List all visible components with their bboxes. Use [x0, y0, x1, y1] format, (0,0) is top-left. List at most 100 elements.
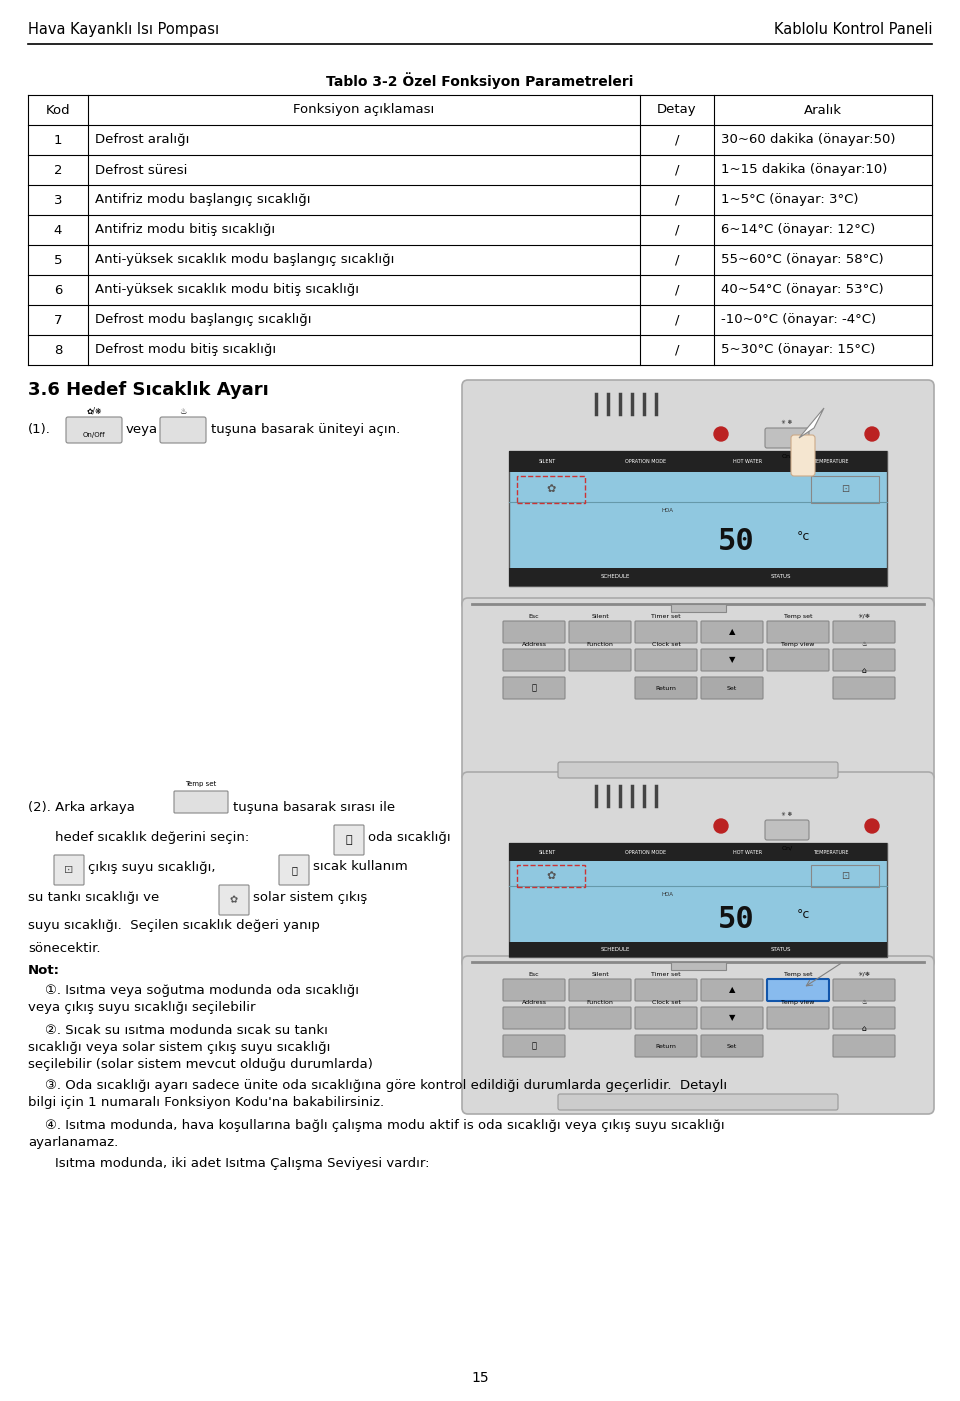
Text: Anti-yüksek sıcaklık modu başlangıç sıcaklığı: Anti-yüksek sıcaklık modu başlangıç sıca… — [95, 254, 395, 266]
Text: Aralık: Aralık — [804, 104, 842, 116]
Text: TEMPERATURE: TEMPERATURE — [812, 849, 848, 855]
Text: Fonksiyon açıklaması: Fonksiyon açıklaması — [294, 104, 435, 116]
Text: 50: 50 — [717, 905, 755, 934]
FancyBboxPatch shape — [462, 380, 934, 609]
Text: 🔒: 🔒 — [532, 684, 537, 692]
Text: 55~60°C (önayar: 58°C): 55~60°C (önayar: 58°C) — [721, 254, 883, 266]
Text: 2: 2 — [54, 164, 62, 177]
Text: Address: Address — [521, 1000, 546, 1005]
Bar — [811, 864, 879, 887]
FancyBboxPatch shape — [635, 677, 697, 699]
FancyBboxPatch shape — [558, 1094, 838, 1110]
Text: sıcak kullanım: sıcak kullanım — [313, 860, 408, 873]
Text: °c: °c — [797, 530, 810, 542]
Text: HOA: HOA — [661, 891, 674, 897]
Text: (2). Arka arkaya: (2). Arka arkaya — [28, 800, 134, 814]
Text: Timer set: Timer set — [651, 614, 681, 619]
FancyBboxPatch shape — [791, 434, 815, 476]
FancyBboxPatch shape — [767, 979, 829, 1000]
Text: SILENT: SILENT — [539, 460, 556, 464]
FancyBboxPatch shape — [558, 762, 838, 778]
Text: 8: 8 — [54, 343, 62, 356]
Text: Hava Kayanklı Isı Pompası: Hava Kayanklı Isı Pompası — [28, 22, 219, 36]
Text: ♨: ♨ — [861, 642, 867, 647]
Text: Temp set: Temp set — [783, 614, 812, 619]
Text: Clock set: Clock set — [652, 642, 681, 647]
FancyBboxPatch shape — [767, 621, 829, 643]
FancyBboxPatch shape — [701, 649, 763, 671]
Text: solar sistem çıkış: solar sistem çıkış — [253, 891, 368, 904]
FancyBboxPatch shape — [569, 1007, 631, 1028]
FancyBboxPatch shape — [569, 979, 631, 1000]
Text: STATUS: STATUS — [771, 947, 791, 953]
Text: ☼/❄: ☼/❄ — [857, 614, 871, 619]
FancyBboxPatch shape — [462, 598, 934, 782]
Text: ✿/❋: ✿/❋ — [86, 406, 102, 416]
Text: 6: 6 — [54, 283, 62, 297]
FancyBboxPatch shape — [462, 955, 934, 1114]
Text: /: / — [675, 164, 680, 177]
FancyBboxPatch shape — [462, 772, 934, 968]
Bar — [509, 843, 887, 957]
Text: SCHEDULE: SCHEDULE — [600, 574, 630, 580]
FancyBboxPatch shape — [833, 1007, 895, 1028]
Text: SILENT: SILENT — [539, 849, 556, 855]
Text: hedef sıcaklık değerini seçin:: hedef sıcaklık değerini seçin: — [55, 831, 250, 843]
Text: /: / — [675, 254, 680, 266]
FancyBboxPatch shape — [569, 649, 631, 671]
FancyBboxPatch shape — [635, 1007, 697, 1028]
Text: /: / — [675, 193, 680, 206]
Text: Antifriz modu bitiş sıcaklığı: Antifriz modu bitiş sıcaklığı — [95, 224, 276, 237]
Text: ♨: ♨ — [861, 1000, 867, 1005]
Text: Return: Return — [656, 1044, 677, 1048]
Text: /: / — [675, 283, 680, 297]
Text: ☼ ❄: ☼ ❄ — [781, 811, 793, 817]
Text: On/Off: On/Off — [83, 433, 106, 439]
Bar — [811, 476, 879, 503]
FancyBboxPatch shape — [701, 1035, 763, 1056]
Text: ⌂: ⌂ — [861, 665, 867, 675]
Text: 🔥: 🔥 — [291, 864, 297, 876]
Polygon shape — [799, 408, 824, 439]
FancyBboxPatch shape — [701, 621, 763, 643]
FancyBboxPatch shape — [701, 979, 763, 1000]
Text: ♨: ♨ — [180, 406, 187, 416]
Circle shape — [865, 820, 879, 834]
Bar — [509, 567, 887, 586]
Text: ☼ ❄: ☼ ❄ — [781, 419, 793, 425]
Text: ✿: ✿ — [230, 895, 238, 905]
FancyBboxPatch shape — [160, 417, 206, 443]
Bar — [509, 941, 887, 957]
FancyBboxPatch shape — [503, 621, 565, 643]
Text: su tankı sıcaklığı ve: su tankı sıcaklığı ve — [28, 891, 159, 904]
Text: (1).: (1). — [28, 423, 51, 437]
Text: Silent: Silent — [591, 972, 609, 976]
Text: 6~14°C (önayar: 12°C): 6~14°C (önayar: 12°C) — [721, 224, 876, 237]
Text: Esc: Esc — [529, 972, 540, 976]
Text: sönecektir.: sönecektir. — [28, 943, 101, 955]
FancyBboxPatch shape — [219, 885, 249, 915]
Text: STATUS: STATUS — [771, 574, 791, 580]
Bar — [671, 604, 726, 612]
Text: Temp view: Temp view — [781, 1000, 815, 1005]
FancyBboxPatch shape — [334, 825, 364, 855]
Text: çıkış suyu sıcaklığı,: çıkış suyu sıcaklığı, — [88, 860, 215, 873]
Text: Tablo 3-2 Özel Fonksiyon Parametreleri: Tablo 3-2 Özel Fonksiyon Parametreleri — [326, 71, 634, 88]
FancyBboxPatch shape — [569, 621, 631, 643]
Text: 1~5°C (önayar: 3°C): 1~5°C (önayar: 3°C) — [721, 193, 858, 206]
FancyBboxPatch shape — [833, 621, 895, 643]
Text: Isıtma modunda, iki adet Isıtma Çalışma Seviyesi vardır:: Isıtma modunda, iki adet Isıtma Çalışma … — [55, 1157, 429, 1170]
Text: 3.6 Hedef Sıcaklık Ayarı: 3.6 Hedef Sıcaklık Ayarı — [28, 381, 269, 399]
Text: Anti-yüksek sıcaklık modu bitiş sıcaklığı: Anti-yüksek sıcaklık modu bitiş sıcaklığ… — [95, 283, 359, 297]
Text: 1: 1 — [54, 133, 62, 147]
FancyBboxPatch shape — [635, 1035, 697, 1056]
Text: SCHEDULE: SCHEDULE — [600, 947, 630, 953]
Text: -10~0°C (önayar: -4°C): -10~0°C (önayar: -4°C) — [721, 314, 876, 326]
Text: 40~54°C (önayar: 53°C): 40~54°C (önayar: 53°C) — [721, 283, 883, 297]
Text: ⊡: ⊡ — [841, 485, 849, 495]
FancyBboxPatch shape — [635, 979, 697, 1000]
Text: ②. Sıcak su ısıtma modunda sıcak su tankı
sıcaklığı veya solar sistem çıkış suyu: ②. Sıcak su ısıtma modunda sıcak su tank… — [28, 1024, 372, 1070]
Text: Defrost aralığı: Defrost aralığı — [95, 133, 189, 147]
FancyBboxPatch shape — [174, 792, 228, 813]
Circle shape — [865, 427, 879, 441]
